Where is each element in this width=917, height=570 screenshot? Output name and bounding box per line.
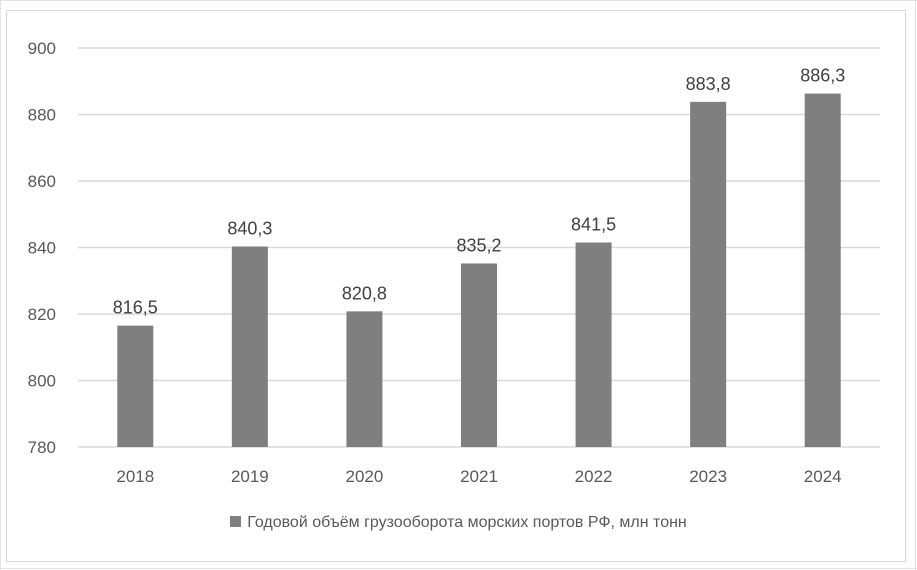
data-label: 840,3: [227, 219, 272, 239]
sheet-gridline: [0, 0, 1, 570]
y-tick-label: 860: [28, 172, 56, 191]
y-tick-label: 780: [28, 438, 56, 457]
data-label: 816,5: [113, 298, 158, 318]
y-tick-label: 820: [28, 305, 56, 324]
sheet-gridline: [0, 0, 917, 1]
chart-area[interactable]: [6, 10, 906, 562]
bar: [346, 311, 383, 447]
y-tick-label: 840: [28, 239, 56, 258]
x-tick-label: 2021: [460, 467, 498, 486]
bar: [804, 93, 841, 448]
data-label: 835,2: [456, 235, 501, 255]
legend-label: Годовой объём грузооборота морских порто…: [247, 514, 687, 531]
y-tick-label: 880: [28, 106, 56, 125]
y-tick-label: 800: [28, 372, 56, 391]
x-tick-label: 2023: [689, 467, 727, 486]
data-label: 841,5: [571, 215, 616, 235]
legend-swatch: [230, 516, 242, 528]
sheet-gridline: [0, 568, 917, 569]
bar: [117, 325, 154, 447]
x-tick-label: 2022: [575, 467, 613, 486]
bar: [575, 242, 612, 447]
data-label: 883,8: [686, 74, 731, 94]
bar: [231, 246, 268, 447]
data-label: 820,8: [342, 283, 387, 303]
x-tick-label: 2018: [116, 467, 154, 486]
bar: [690, 101, 727, 448]
sheet-gridline: [915, 0, 916, 570]
y-tick-label: 900: [28, 39, 56, 58]
legend[interactable]: Годовой объём грузооборота морских порто…: [0, 514, 917, 532]
x-tick-label: 2020: [346, 467, 384, 486]
x-tick-label: 2019: [231, 467, 269, 486]
bar: [461, 263, 497, 447]
data-label: 886,3: [800, 66, 845, 86]
x-tick-label: 2024: [804, 467, 842, 486]
